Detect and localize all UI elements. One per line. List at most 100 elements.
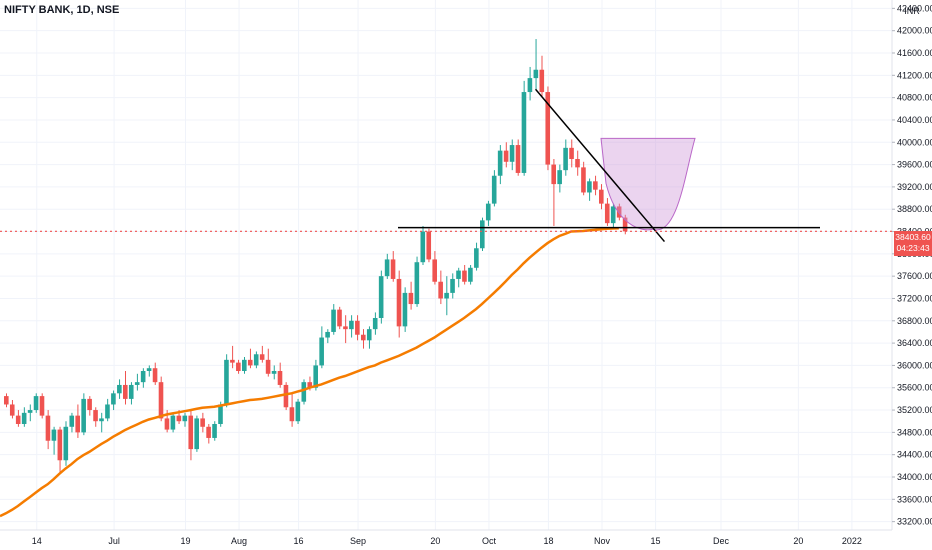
price-tick-label: 41200.00 — [897, 70, 932, 80]
candle-body — [295, 401, 301, 422]
price-tick-label: 36400.00 — [897, 338, 932, 348]
candle-body — [93, 410, 98, 422]
price-tick-label: 42400.00 — [897, 3, 932, 13]
candle-body — [307, 382, 313, 388]
candle-body — [563, 147, 568, 171]
candle-body — [622, 217, 628, 232]
time-tick-label: Sep — [350, 536, 366, 546]
candle-body — [604, 203, 610, 224]
candle-body — [230, 359, 235, 363]
price-tick-label: 35600.00 — [897, 383, 932, 393]
candle-body — [152, 368, 158, 383]
candle-body — [343, 326, 348, 330]
candle-body — [242, 359, 247, 371]
candle-body — [146, 368, 152, 371]
time-tick-label: 20 — [793, 536, 803, 546]
candle-body — [313, 365, 318, 388]
price-tick-label: 36800.00 — [897, 316, 932, 326]
candle-body — [545, 92, 551, 165]
symbol-title[interactable]: NIFTY BANK, 1D, NSE — [4, 4, 120, 16]
candle-body — [105, 404, 110, 419]
last-price-value: 38403.60 — [895, 232, 931, 242]
candle-body — [515, 145, 521, 173]
candle-body — [99, 418, 104, 422]
candle-body — [390, 259, 396, 279]
candle-body — [527, 78, 533, 93]
candle-body — [212, 424, 217, 438]
time-tick-label: 19 — [180, 536, 190, 546]
candle-body — [57, 429, 63, 461]
currency-label: INR — [904, 6, 920, 16]
downtrend-line[interactable] — [534, 88, 666, 243]
candle-body — [128, 384, 134, 399]
candle-body — [45, 415, 51, 441]
candle-body — [349, 320, 354, 330]
candle-body — [575, 159, 580, 168]
candle-body — [247, 359, 253, 366]
candle-body — [158, 382, 164, 419]
candle-body — [587, 181, 592, 193]
candle-body — [509, 145, 515, 162]
candle-body — [140, 371, 146, 383]
candle-body — [414, 262, 420, 305]
candle-body — [337, 309, 342, 327]
candle-body — [259, 354, 265, 360]
candle-body — [4, 396, 9, 405]
candle-body — [176, 415, 182, 422]
candle-body — [9, 404, 15, 416]
price-tick-label: 41600.00 — [897, 48, 932, 58]
time-tick-label: Aug — [231, 536, 247, 546]
candle-body — [194, 418, 199, 450]
candle-body — [593, 181, 598, 190]
price-tick-label: 40000.00 — [897, 137, 932, 147]
price-tick-label: 40800.00 — [897, 93, 932, 103]
candle-body — [474, 248, 479, 268]
price-tick-label: 42000.00 — [897, 26, 932, 36]
candle-body — [81, 398, 86, 433]
candle-body — [123, 384, 128, 399]
candle-body — [111, 393, 116, 405]
price-tick-label: 34800.00 — [897, 427, 932, 437]
candle-body — [265, 359, 271, 374]
price-tick-label: 34000.00 — [897, 472, 932, 482]
candle-body — [39, 396, 45, 416]
candle-body — [557, 170, 562, 185]
candle-body — [462, 270, 467, 282]
cup-pattern-shape[interactable] — [600, 137, 696, 231]
candle-body — [355, 320, 360, 335]
time-axis[interactable]: 14 Jul 19 Aug 16 Sep 20 Oct 18 Nov 15 Dec 20 2022 — [32, 536, 862, 546]
candle-body — [426, 231, 432, 260]
candle-body — [539, 69, 545, 93]
time-tick-label: 20 — [430, 536, 440, 546]
candle-body — [325, 331, 330, 338]
time-tick-label: 15 — [651, 536, 661, 546]
time-tick-label: 16 — [294, 536, 304, 546]
candle-body — [63, 426, 69, 461]
candle-body — [450, 278, 455, 293]
time-tick-label: 18 — [543, 536, 553, 546]
price-tick-label: 35200.00 — [897, 405, 932, 415]
time-tick-label: Dec — [713, 536, 730, 546]
candle-body — [569, 147, 574, 159]
price-tick-label: 38800.00 — [897, 204, 932, 214]
last-price-tag: 38403.60 04:23:43 — [894, 231, 932, 256]
candle-body — [551, 164, 556, 185]
candle-body — [616, 206, 622, 218]
candle-body — [21, 412, 27, 424]
price-tick-label: 33600.00 — [897, 494, 932, 504]
candle-body — [271, 371, 277, 374]
candle-body — [456, 270, 461, 279]
candle-body — [361, 334, 366, 341]
candle-body — [51, 429, 57, 441]
price-tick-label: 33200.00 — [897, 517, 932, 527]
candle-body — [27, 410, 33, 413]
candle-body — [224, 359, 229, 405]
candle-body — [420, 231, 426, 263]
price-tick-label: 39600.00 — [897, 160, 932, 170]
price-tick-label: 37600.00 — [897, 271, 932, 281]
candle-body — [69, 415, 75, 427]
candle-body — [408, 292, 414, 305]
candle-body — [533, 69, 539, 79]
candle-body — [438, 281, 443, 299]
